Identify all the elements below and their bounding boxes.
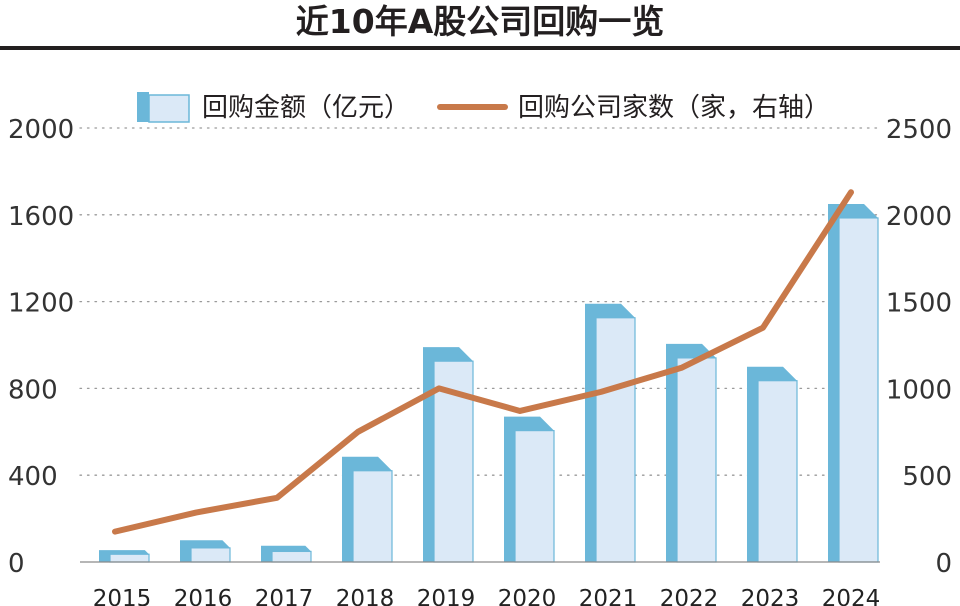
bar bbox=[504, 416, 555, 563]
bar bbox=[747, 366, 798, 563]
bar-front bbox=[109, 553, 150, 563]
x-tick-label: 2023 bbox=[741, 586, 800, 606]
x-tick-label: 2022 bbox=[660, 586, 719, 606]
y-left-tick-label: 400 bbox=[8, 462, 58, 492]
x-tick-label: 2024 bbox=[822, 586, 881, 606]
bar bbox=[261, 545, 312, 563]
x-tick-label: 2018 bbox=[336, 586, 395, 606]
bar-front bbox=[676, 357, 717, 563]
x-tick-label: 2015 bbox=[93, 586, 152, 606]
bar-front bbox=[514, 430, 555, 563]
legend-item-line: 回购公司家数（家，右轴） bbox=[437, 93, 830, 123]
y-right-tick-label: 500 bbox=[902, 462, 952, 492]
bar-front bbox=[595, 317, 636, 563]
y-left-tick-label: 1600 bbox=[8, 202, 74, 232]
y-left-tick-label: 800 bbox=[8, 375, 58, 405]
chart-title: 近10年A股公司回购一览 bbox=[295, 2, 665, 41]
legend-swatch-bar bbox=[148, 94, 190, 123]
bar bbox=[828, 203, 879, 563]
y-right-tick-label: 1500 bbox=[886, 289, 952, 319]
y-left-tick-label: 1200 bbox=[8, 289, 74, 319]
bar bbox=[585, 303, 636, 563]
legend-item-bar: 回购金额（亿元） bbox=[137, 92, 410, 123]
title-rule bbox=[0, 46, 960, 50]
bar bbox=[342, 456, 393, 563]
bar bbox=[180, 540, 231, 563]
bar bbox=[99, 550, 150, 563]
y-right-tick-label: 2000 bbox=[886, 202, 952, 232]
y-right-tick-label: 1000 bbox=[886, 375, 952, 405]
x-tick-label: 2021 bbox=[579, 586, 638, 606]
bar bbox=[666, 343, 717, 563]
x-tick-label: 2019 bbox=[417, 586, 476, 606]
bar-front bbox=[757, 380, 798, 563]
x-tick-label: 2016 bbox=[174, 586, 233, 606]
y-right-tick-label: 2500 bbox=[886, 115, 952, 145]
bar bbox=[423, 347, 474, 563]
line-series-companies bbox=[112, 189, 854, 535]
legend-label-bar: 回购金额（亿元） bbox=[202, 93, 410, 123]
bar-front bbox=[352, 470, 393, 563]
x-tick-label: 2020 bbox=[498, 586, 557, 606]
x-tick-label: 2017 bbox=[255, 586, 314, 606]
y-left-tick-label: 2000 bbox=[8, 115, 74, 145]
legend-label-line: 回购公司家数（家，右轴） bbox=[518, 93, 830, 123]
y-right-tick-label: 0 bbox=[935, 549, 952, 579]
bar-front bbox=[190, 547, 231, 563]
bar-front bbox=[271, 550, 312, 563]
legend-swatch-bar-side bbox=[137, 92, 149, 122]
y-left-tick-label: 0 bbox=[8, 549, 25, 579]
bar-front bbox=[838, 217, 879, 563]
